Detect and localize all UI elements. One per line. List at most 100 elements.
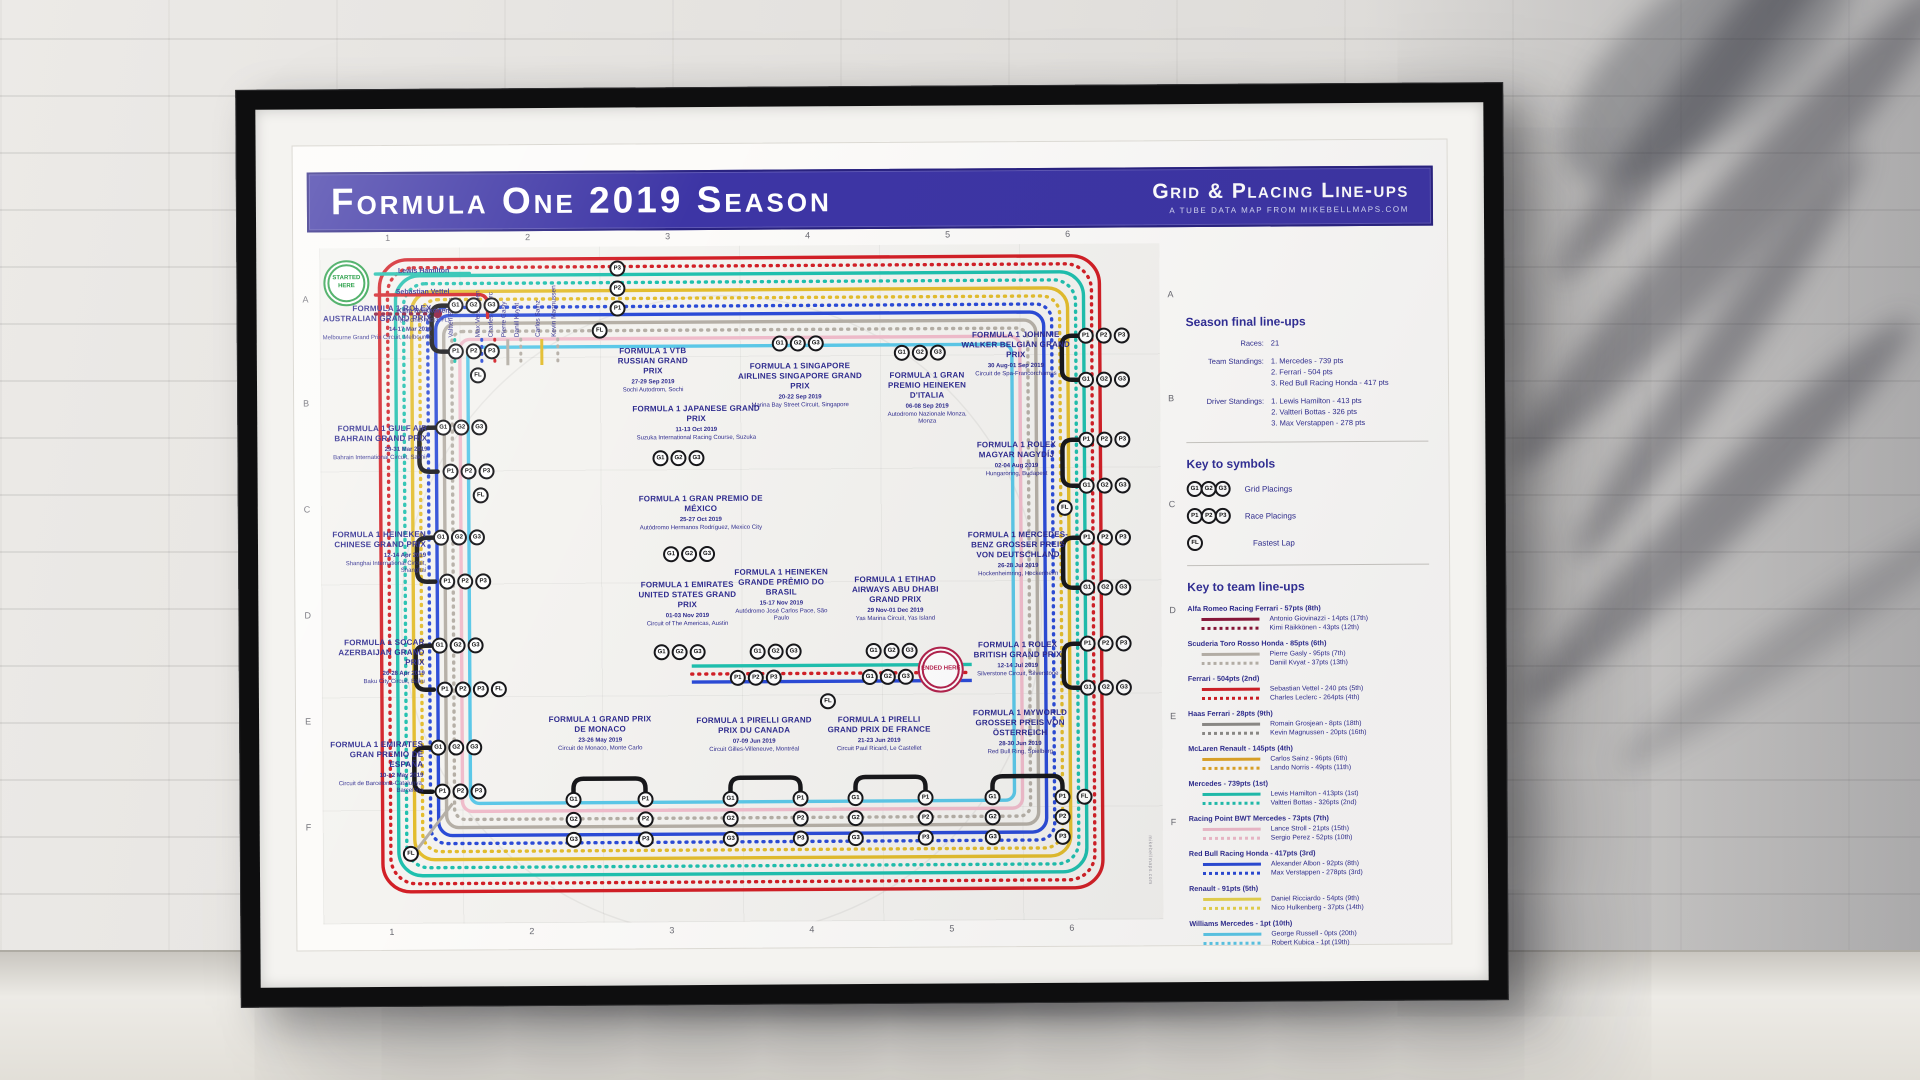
station-cluster-race: P1 P2 P3 — [1078, 529, 1132, 546]
team-key-entry: Mercedes - 739pts (1st) Lewis Hamilton - … — [1188, 778, 1359, 807]
station-g2: G2 — [1097, 679, 1114, 696]
driver-entry: Lance Stroll - 21pts (15th) — [1270, 825, 1349, 833]
station-g2: G2 — [1097, 579, 1114, 596]
station-p3: P3 — [483, 343, 500, 360]
station-p1: P1 — [439, 573, 456, 590]
station-g1: G1 — [1078, 477, 1095, 494]
driver-entry-vertical: Charles Leclerc — [487, 292, 495, 338]
line-swatch — [1201, 687, 1260, 691]
station-g3: G3 — [483, 297, 500, 314]
line-swatch — [1202, 722, 1261, 726]
station-cluster-grid: G1 G2 G3 — [431, 637, 484, 654]
station-stack-race: P1 P2 P3 — [792, 790, 809, 847]
station-cluster-grid: G1 G2 G3 — [663, 545, 716, 563]
station-g3: G3 — [929, 344, 946, 361]
station-p1: P1 — [447, 343, 464, 360]
station-g1: G1 — [653, 644, 670, 661]
station-cluster-grid: G1 G2 G3 — [1078, 477, 1131, 494]
grid-row-label: A — [302, 294, 309, 305]
station-fl: FL — [469, 367, 487, 384]
grid-col-label: 6 — [1069, 922, 1075, 933]
station-g1: G1 — [847, 790, 864, 807]
station-g3: G3 — [565, 831, 582, 848]
station-p3: P3 — [792, 830, 809, 847]
driver-entry: Alexander Albon - 92pts (8th) — [1270, 860, 1360, 868]
line-swatch — [1203, 932, 1262, 936]
station-fl: FL — [490, 681, 507, 698]
driver-entry: Max Verstappen - 278pts (3rd) — [1270, 869, 1363, 877]
symbol-race-placings: P1 P2 P3 Race Placings — [1186, 507, 1429, 525]
driver-standings-row: Driver Standings: 1. Lewis Hamilton - 413… — [1186, 396, 1428, 428]
station-g2: G2 — [879, 668, 896, 685]
station-g1: G1 — [565, 791, 582, 808]
station-p1: P1 — [609, 300, 626, 317]
race-placings-label: Race Placings — [1244, 510, 1296, 521]
station-p2: P2 — [452, 783, 469, 800]
driver-entry: Carlos Sainz - 96pts (6th) — [1270, 755, 1348, 763]
station-g1: G1 — [1079, 679, 1096, 696]
races-label: Races: — [1240, 338, 1264, 348]
line-swatch — [1203, 941, 1262, 945]
line-swatch — [1202, 836, 1261, 840]
station-cluster-grid: G1 G2 G3 — [771, 335, 824, 352]
station-p3: P3 — [470, 783, 487, 800]
station-stack-grid: G1 G2 G3 — [565, 791, 582, 848]
station-g2: G2 — [448, 739, 465, 756]
station-g2: G2 — [450, 529, 467, 546]
station-g3: G3 — [901, 642, 918, 659]
grid-row-label: E — [1170, 711, 1177, 722]
station-p2: P2 — [1095, 327, 1112, 344]
station-g2: G2 — [984, 809, 1001, 826]
station-cluster-grid: G1 G2 G3 — [652, 450, 705, 467]
key-to-team-lineups: Key to team line-ups Alfa Romeo Racing F… — [1187, 579, 1431, 947]
tube-lines-svg — [373, 254, 1105, 925]
station-g2: G2 — [453, 419, 470, 436]
station-g1: G1 — [865, 642, 882, 660]
station-cluster-grid: G1 G2 G3 — [430, 739, 483, 756]
station-fl: FL — [591, 322, 608, 339]
station-stack-race: P1 P2 P3 — [917, 789, 934, 846]
line-swatch — [1201, 696, 1260, 700]
station-cluster-race: P1 P2 P3 — [434, 783, 487, 800]
station-g3: G3 — [688, 450, 705, 467]
station-p2: P2 — [1096, 529, 1114, 546]
line-swatch — [1201, 661, 1260, 665]
driver-entry: Lando Norris - 49pts (11th) — [1270, 764, 1352, 772]
station-p1: P1 — [637, 791, 654, 808]
station-cluster-race: P1 P2 P3 — [729, 669, 782, 686]
station-cluster-race: P1 P2 P3 FL — [436, 681, 507, 698]
station-p3: P3 — [475, 573, 492, 590]
symbol-fastest-lap: FL Fastest Lap — [1186, 534, 1429, 552]
season-final-lineups: Season final line-ups Races: 21 Team Stan… — [1185, 242, 1428, 428]
line-swatch — [1201, 626, 1260, 630]
station-cluster-grid: G1 G2 G3 — [653, 644, 706, 661]
race-label-hungary: FORMULA 1 ROLEX MAGYAR NAGYDÍJ 02-04 Aug … — [976, 439, 1056, 477]
line-swatch — [1202, 801, 1261, 805]
team-standing: 1. Mercedes - 739 pts — [1270, 356, 1344, 366]
driver-entry: Valtteri Bottas - 326pts (2nd) — [1270, 799, 1357, 807]
grid-col-label: 1 — [389, 926, 395, 937]
season-heading: Season final line-ups — [1185, 314, 1306, 330]
race-label-japan: FORMULA 1 JAPANESE GRAND PRIX 11-13 Oct 2… — [632, 403, 760, 441]
station-p1: P1 — [792, 790, 809, 807]
driver-entry: Pierre Gasly - 95pts (7th) — [1269, 650, 1346, 658]
driver-standing: 2. Valtteri Bottas - 326 pts — [1271, 407, 1357, 417]
station-g3: G3 — [785, 643, 802, 660]
driver-entry-label: Sebastian Vettel — [395, 288, 450, 296]
line-swatch — [1202, 766, 1261, 770]
grid-row-label: F — [305, 822, 312, 833]
station-stack-grid: G1 G2 G3 — [984, 789, 1001, 846]
driver-standing: 3. Max Verstappen - 278 pts — [1271, 417, 1366, 428]
station-p2: P2 — [465, 343, 482, 360]
station-fastest-lap: FL — [1076, 788, 1093, 805]
station-g2: G2 — [1095, 371, 1113, 388]
station-fl: FL — [1186, 534, 1204, 552]
station-p2: P2 — [637, 811, 654, 828]
station-stack-grid: G1 G2 G3 — [847, 790, 864, 847]
station-p3: P3 — [472, 681, 489, 698]
station-fastest-lap: FL — [469, 367, 487, 384]
station-p1: P1 — [1078, 431, 1095, 448]
grid-row-label: B — [303, 398, 310, 409]
station-cluster-grid: G1 G2 G3 — [1079, 579, 1132, 596]
race-label-abudhabi: FORMULA 1 ETIHAD AIRWAYS ABU DHABI GRAND… — [851, 574, 939, 622]
